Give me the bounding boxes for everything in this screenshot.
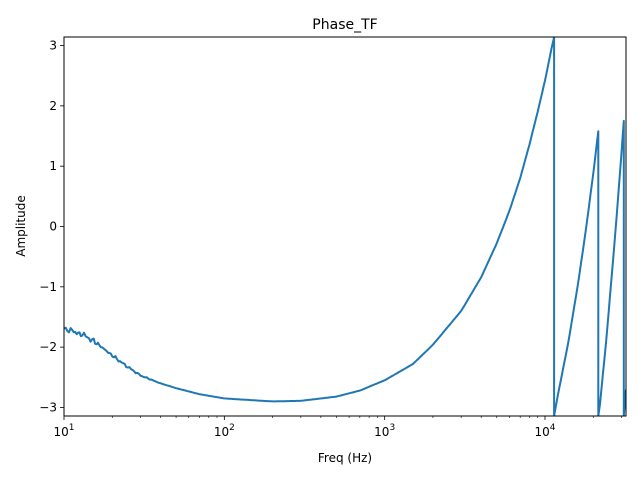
y-tick-label: 2 [49, 99, 57, 113]
y-tick-label: 0 [49, 220, 57, 234]
x-tick-label: 103 [374, 423, 395, 439]
plot-frame [63, 36, 627, 417]
y-tick-label: −2 [39, 340, 57, 354]
x-axis-label: Freq (Hz) [318, 451, 372, 465]
plot-area [64, 37, 626, 416]
x-tick-label: 104 [534, 423, 555, 439]
y-axis-label: Amplitude [14, 195, 28, 257]
x-tick-label: 102 [214, 423, 235, 439]
y-tick-label: 3 [49, 39, 57, 53]
phase-series-line [64, 37, 626, 416]
y-tick-label: −3 [39, 400, 57, 414]
x-tick-label: 101 [53, 423, 74, 439]
y-tick-label: 1 [49, 159, 57, 173]
axis-ticks: 101 102 103 104 −3 −2 −1 0 1 2 3 [39, 39, 622, 439]
y-tick-label: −1 [39, 280, 57, 294]
chart-title: Phase_TF [312, 17, 377, 33]
